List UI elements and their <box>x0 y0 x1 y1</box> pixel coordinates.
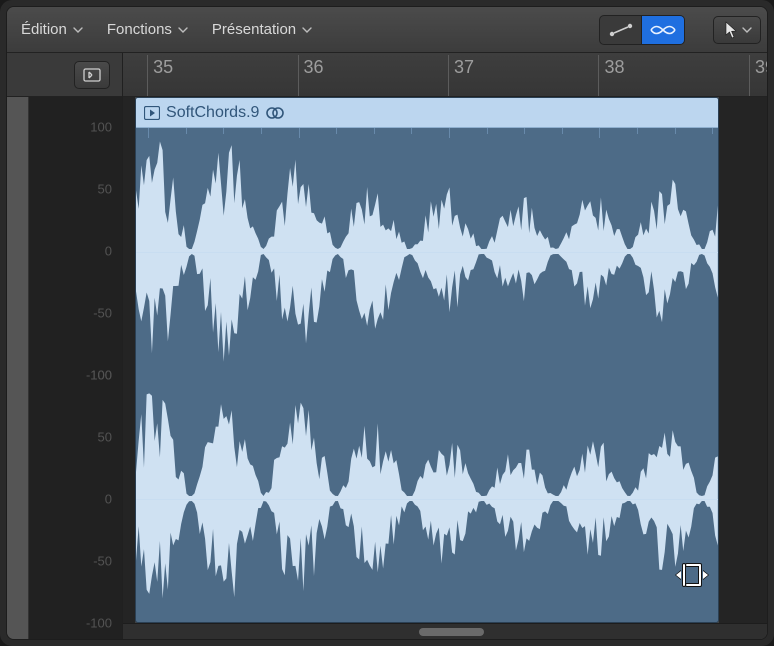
amplitude-tick: -100 <box>86 616 112 631</box>
flex-toggle[interactable] <box>642 16 684 44</box>
pointer-tool-menu[interactable] <box>713 16 761 44</box>
inspector-column: 100500-50-100100500-50-100 <box>7 53 123 639</box>
ruler-bar-label: 39 <box>755 57 768 78</box>
menu-presentation[interactable]: Présentation <box>204 17 320 42</box>
ruler-bar-tick <box>448 55 449 96</box>
flex-icon <box>649 22 677 38</box>
region-name: SoftChords.9 <box>166 104 259 122</box>
amplitude-scale: 100500-50-100100500-50-100 <box>7 97 122 639</box>
menu-edition-label: Édition <box>21 21 67 38</box>
window-frame: Édition Fonctions Présentation <box>0 0 774 646</box>
amplitude-tick: 50 <box>98 430 112 445</box>
menu-edition[interactable]: Édition <box>13 17 91 42</box>
menu-fonctions[interactable]: Fonctions <box>99 17 196 42</box>
amplitude-tick: -50 <box>93 554 112 569</box>
editor-panel: Édition Fonctions Présentation <box>6 6 768 640</box>
view-mode-group <box>599 15 761 45</box>
waveform-editor[interactable]: SoftChords.9 <box>123 97 767 623</box>
ruler-bar-tick <box>298 55 299 96</box>
out-of-region-right <box>719 97 767 623</box>
ruler-bar-tick <box>749 55 750 96</box>
zero-line <box>136 499 718 500</box>
waveform-channel-left <box>136 128 718 375</box>
ruler-bar-tick <box>598 55 599 96</box>
chevron-down-icon <box>178 25 188 35</box>
inspector-header <box>7 53 122 97</box>
automation-icon <box>608 22 634 38</box>
chevron-down-icon <box>73 25 83 35</box>
chevron-down-icon <box>742 25 752 35</box>
amplitude-tick: 0 <box>105 244 112 259</box>
ruler-bar-label: 37 <box>454 57 474 78</box>
automation-toggle[interactable] <box>600 16 642 44</box>
horizontal-scrollbar[interactable] <box>123 623 767 639</box>
pointer-icon <box>724 21 738 39</box>
ruler-bar-tick <box>147 55 148 96</box>
waveform-channel-right <box>136 375 718 622</box>
view-mode-segmented <box>599 15 685 45</box>
toolbar: Édition Fonctions Présentation <box>7 7 767 53</box>
zero-line <box>136 252 718 253</box>
amplitude-tick: -50 <box>93 306 112 321</box>
scrollbar-thumb[interactable] <box>419 628 483 636</box>
menu-fonctions-label: Fonctions <box>107 21 172 38</box>
editor-body: 100500-50-100100500-50-100 3536373839 <box>7 53 767 639</box>
ruler-bar-label: 38 <box>604 57 624 78</box>
timeline-column: 35 36 37 38 39 SoftChords.9 <box>123 53 767 639</box>
play-icon <box>144 106 160 120</box>
amplitude-tick: 0 <box>105 492 112 507</box>
amplitude-tick: 100 <box>90 368 112 383</box>
region-header[interactable]: SoftChords.9 <box>136 98 718 128</box>
menu-presentation-label: Présentation <box>212 21 296 38</box>
loop-icon <box>265 106 285 120</box>
ruler-bar-label: 36 <box>304 57 324 78</box>
audio-region[interactable]: SoftChords.9 <box>135 97 719 623</box>
amplitude-tick: 50 <box>98 182 112 197</box>
catch-playhead-button[interactable] <box>74 61 110 89</box>
amplitude-tick: 100 <box>90 120 112 135</box>
out-of-region-left <box>123 97 135 623</box>
catch-icon <box>83 67 101 83</box>
bar-ruler[interactable]: 35 36 37 38 39 <box>123 53 767 97</box>
ruler-bar-label: 35 <box>153 57 173 78</box>
chevron-down-icon <box>302 25 312 35</box>
waveform-wrap <box>136 128 718 622</box>
